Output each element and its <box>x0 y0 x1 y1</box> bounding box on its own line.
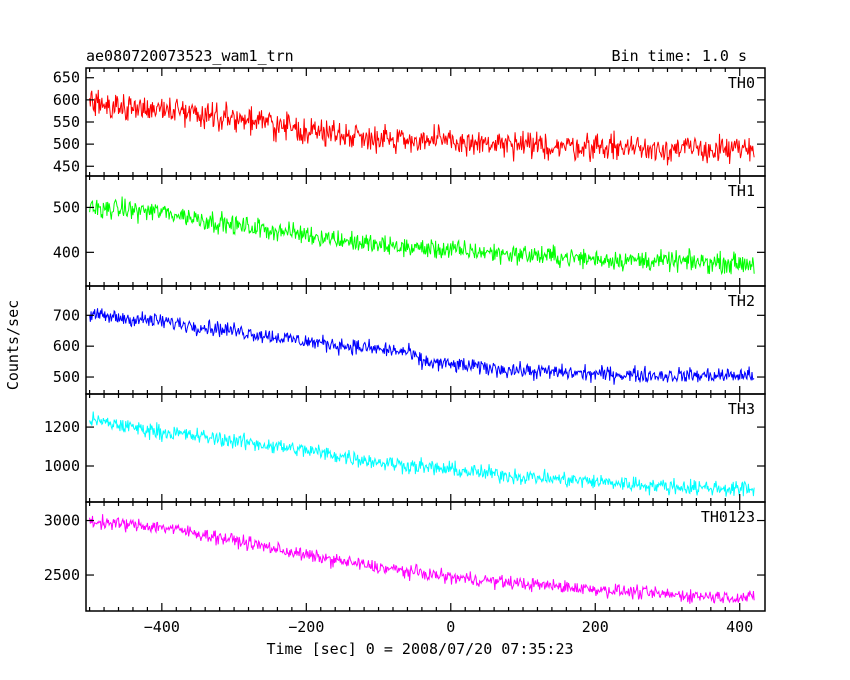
y-tick-label: 700 <box>53 306 80 324</box>
x-axis: −400 −200 0 200 400 <box>144 618 753 636</box>
panel-th2: 500 600 700 TH2 <box>53 285 766 395</box>
panel-th0: 450 500 550 600 650 TH0 <box>53 67 766 177</box>
y-tick-label: 650 <box>53 69 80 87</box>
panel-label: TH2 <box>728 292 755 310</box>
panel-label: TH1 <box>728 182 755 200</box>
y-tick-label: 600 <box>53 91 80 109</box>
x-tick-label: 0 <box>446 618 455 636</box>
x-tick-label: −200 <box>288 618 324 636</box>
x-axis-label: Time [sec] 0 = 2008/07/20 07:35:23 <box>266 640 573 658</box>
panel-label: TH3 <box>728 400 755 418</box>
y-tick-label: 1000 <box>44 457 80 475</box>
panel-frame <box>85 501 766 612</box>
series-th2 <box>89 308 755 385</box>
series-th1 <box>89 196 755 276</box>
x-tick-label: −400 <box>144 618 180 636</box>
panels-group: 450 500 550 600 650 TH0 400 500 TH1 500 600 700 TH2 1… <box>44 67 766 612</box>
y-tick-label: 600 <box>53 337 80 355</box>
y-tick-label: 3000 <box>44 512 80 530</box>
series-th0123 <box>89 514 755 604</box>
bin-time-label: Bin time: 1.0 s <box>612 47 747 65</box>
panel-th1: 400 500 TH1 <box>53 175 766 287</box>
panel-frame <box>85 67 766 177</box>
series-th0 <box>89 89 755 166</box>
panel-frame <box>85 175 766 287</box>
panel-label: TH0123 <box>701 508 755 526</box>
y-tick-label: 550 <box>53 113 80 131</box>
y-axis-label: Counts/sec <box>4 300 22 390</box>
y-tick-label: 450 <box>53 157 80 175</box>
y-tick-label: 1200 <box>44 418 80 436</box>
panel-frame <box>85 393 766 503</box>
x-tick-label: 200 <box>582 618 609 636</box>
x-tick-label: 400 <box>726 618 753 636</box>
y-tick-label: 2500 <box>44 566 80 584</box>
panel-label: TH0 <box>728 74 755 92</box>
panel-th0123: 2500 3000 TH0123 <box>44 501 766 612</box>
series-th3 <box>89 411 755 497</box>
y-tick-label: 500 <box>53 368 80 386</box>
panel-th3: 1000 1200 TH3 <box>44 393 766 503</box>
chart-title: ae080720073523_wam1_trn <box>86 47 294 65</box>
y-tick-label: 500 <box>53 198 80 216</box>
y-tick-label: 500 <box>53 135 80 153</box>
y-tick-label: 400 <box>53 243 80 261</box>
